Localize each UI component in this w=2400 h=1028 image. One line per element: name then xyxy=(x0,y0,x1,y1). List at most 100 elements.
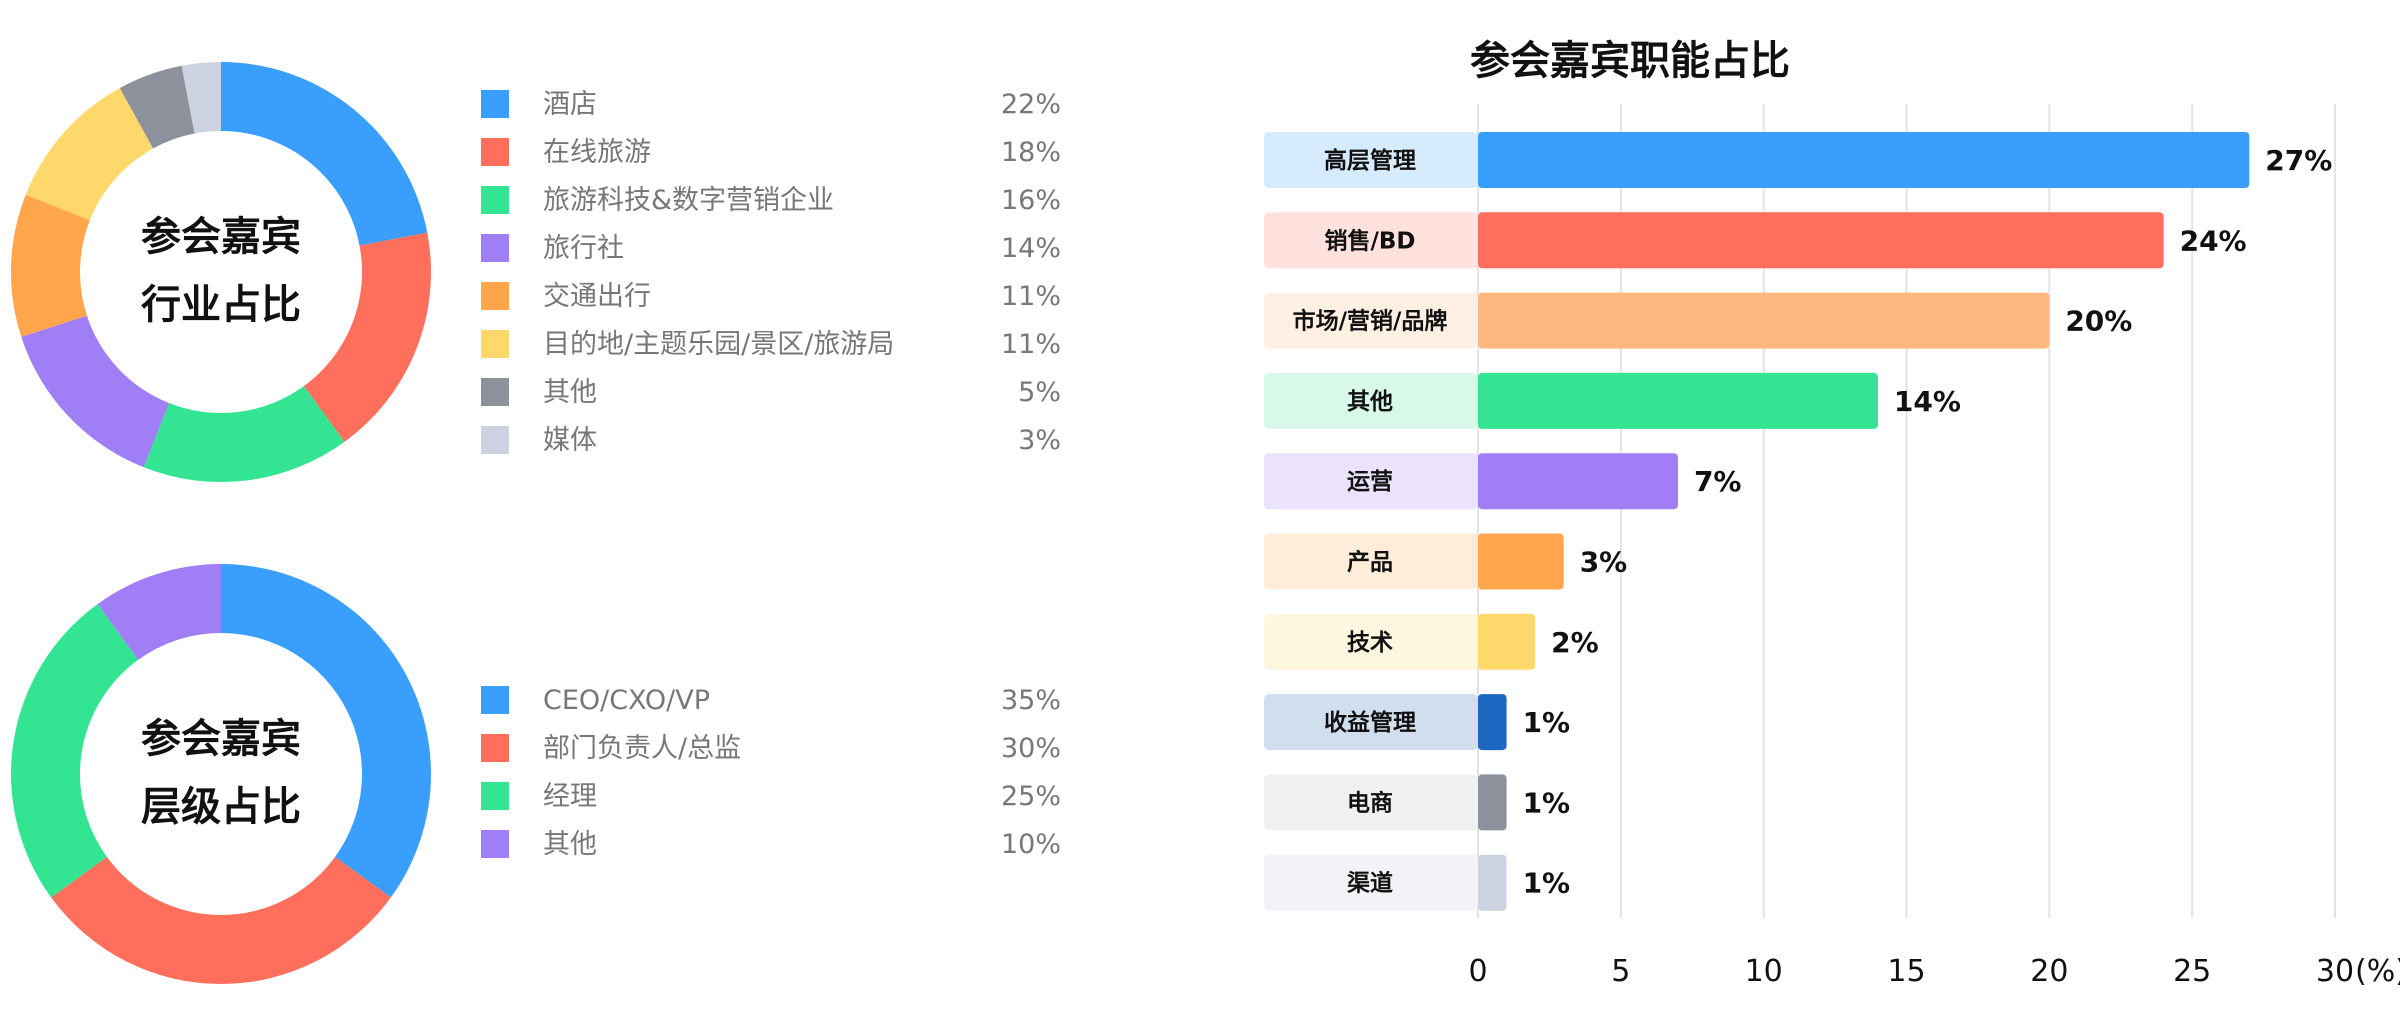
category-label: 市场/营销/品牌 xyxy=(1293,308,1448,335)
function-bar-chart: 参会嘉宾职能占比 0 5 10 15 20 25 30(%) 高层管理 27% 销售/BD 24% 市场… xyxy=(1264,38,2400,989)
bar xyxy=(1478,694,1507,751)
legend-percent: 30% xyxy=(1001,733,1061,764)
donut-slice xyxy=(119,65,195,149)
x-tick-label: 0 xyxy=(1468,954,1487,989)
legend-label: 部门负责人/总监 xyxy=(543,733,741,764)
legend-label: 在线旅游 xyxy=(543,137,651,168)
legend-swatch xyxy=(481,186,509,214)
donut-center-title: 行业占比 xyxy=(141,282,301,328)
bar xyxy=(1478,212,2164,269)
category-label-bg xyxy=(1264,694,1478,751)
category-label: 销售/BD xyxy=(1324,227,1415,254)
legend-label: 经理 xyxy=(543,781,597,812)
category-label-bg xyxy=(1264,453,1478,510)
category-label-bg xyxy=(1264,774,1478,831)
category-label-bg xyxy=(1264,132,1478,188)
bar xyxy=(1478,533,1564,590)
bar-value-label: 1% xyxy=(1523,867,1571,900)
x-tick-label: 5 xyxy=(1611,954,1630,989)
donut-slice xyxy=(25,87,154,221)
legend-percent: 35% xyxy=(1001,685,1061,716)
legend-label: 旅游科技&数字营销企业 xyxy=(543,185,834,216)
category-label-bg xyxy=(1264,533,1478,590)
legend-percent: 14% xyxy=(1001,233,1061,264)
legend-swatch xyxy=(481,378,509,406)
bar-value-label: 27% xyxy=(2265,144,2332,177)
legend-swatch xyxy=(481,330,509,358)
donut-slice xyxy=(181,62,221,134)
legend-swatch xyxy=(481,426,509,454)
donut-slice xyxy=(221,62,428,246)
category-label-bg xyxy=(1264,212,1478,269)
category-label: 收益管理 xyxy=(1324,709,1416,736)
bar-value-label: 7% xyxy=(1694,465,1742,498)
legend-label: 其他 xyxy=(543,829,597,860)
donut-center-title: 参会嘉宾 xyxy=(141,716,301,762)
legend-label: 酒店 xyxy=(543,89,597,120)
legend-percent: 11% xyxy=(1001,329,1061,360)
x-tick-label: 15 xyxy=(1887,954,1925,989)
legend-percent: 25% xyxy=(1001,781,1061,812)
legend-swatch xyxy=(481,686,509,714)
bar-value-label: 2% xyxy=(1551,626,1599,659)
category-label-bg xyxy=(1264,613,1478,670)
legend-percent: 3% xyxy=(1018,425,1061,456)
category-label: 其他 xyxy=(1347,389,1393,415)
x-tick-label: 30 xyxy=(2316,954,2354,989)
donut-slice xyxy=(97,564,221,660)
legend-swatch xyxy=(481,734,509,762)
donut-center-title: 参会嘉宾 xyxy=(141,214,301,260)
bar-value-label: 24% xyxy=(2180,224,2247,257)
legend-percent: 18% xyxy=(1001,137,1061,168)
category-label: 渠道 xyxy=(1347,870,1393,897)
legend-swatch xyxy=(481,138,509,166)
donut-slice xyxy=(51,856,391,985)
legend-label: 其他 xyxy=(543,377,597,408)
bar xyxy=(1478,453,1678,510)
x-tick-label: 25 xyxy=(2173,954,2211,989)
legend-percent: 11% xyxy=(1001,281,1061,312)
bar xyxy=(1478,613,1536,670)
x-tick-label: 10 xyxy=(1745,954,1783,989)
legend-swatch xyxy=(481,234,509,262)
donut-slice xyxy=(11,604,139,898)
legend-label: 媒体 xyxy=(543,425,597,456)
donut-slice xyxy=(143,386,345,482)
legend-percent: 16% xyxy=(1001,185,1061,216)
legend-swatch xyxy=(481,90,509,118)
donut-slice xyxy=(221,564,431,898)
bar-value-label: 1% xyxy=(1523,786,1571,819)
x-axis-unit: (%) xyxy=(2355,954,2400,989)
x-tick-label: 20 xyxy=(2030,954,2068,989)
category-label: 高层管理 xyxy=(1324,147,1416,174)
legend-label: CEO/CXO/VP xyxy=(543,685,710,716)
bar xyxy=(1478,132,2250,188)
legend-label: 目的地/主题乐园/景区/旅游局 xyxy=(543,329,894,360)
legend-label: 旅行社 xyxy=(543,233,624,264)
bar-value-label: 14% xyxy=(1894,385,1961,418)
chart-title: 参会嘉宾职能占比 xyxy=(1470,38,1790,84)
legend-percent: 10% xyxy=(1001,829,1061,860)
industry-legend: 酒店 22% 在线旅游 18% 旅游科技&数字营销企业 16% 旅行社 14% 交通出行 11% 目… xyxy=(481,89,1061,456)
bar xyxy=(1478,774,1507,831)
category-label-bg xyxy=(1264,292,1478,349)
legend-label: 交通出行 xyxy=(543,281,651,312)
category-label: 产品 xyxy=(1347,549,1393,576)
legend-swatch xyxy=(481,830,509,858)
legend-percent: 5% xyxy=(1018,377,1061,408)
legend-percent: 22% xyxy=(1001,89,1061,120)
donut-slice xyxy=(21,315,170,468)
donut-slice xyxy=(303,232,432,442)
category-label-bg xyxy=(1264,372,1478,429)
legend-swatch xyxy=(481,782,509,810)
bar xyxy=(1478,292,2050,349)
bar-value-label: 1% xyxy=(1523,706,1571,739)
legend-swatch xyxy=(481,282,509,310)
donut-center-title: 层级占比 xyxy=(141,784,301,830)
category-label: 电商 xyxy=(1347,789,1393,816)
category-label: 技术 xyxy=(1347,630,1393,656)
bar-value-label: 3% xyxy=(1580,546,1628,579)
